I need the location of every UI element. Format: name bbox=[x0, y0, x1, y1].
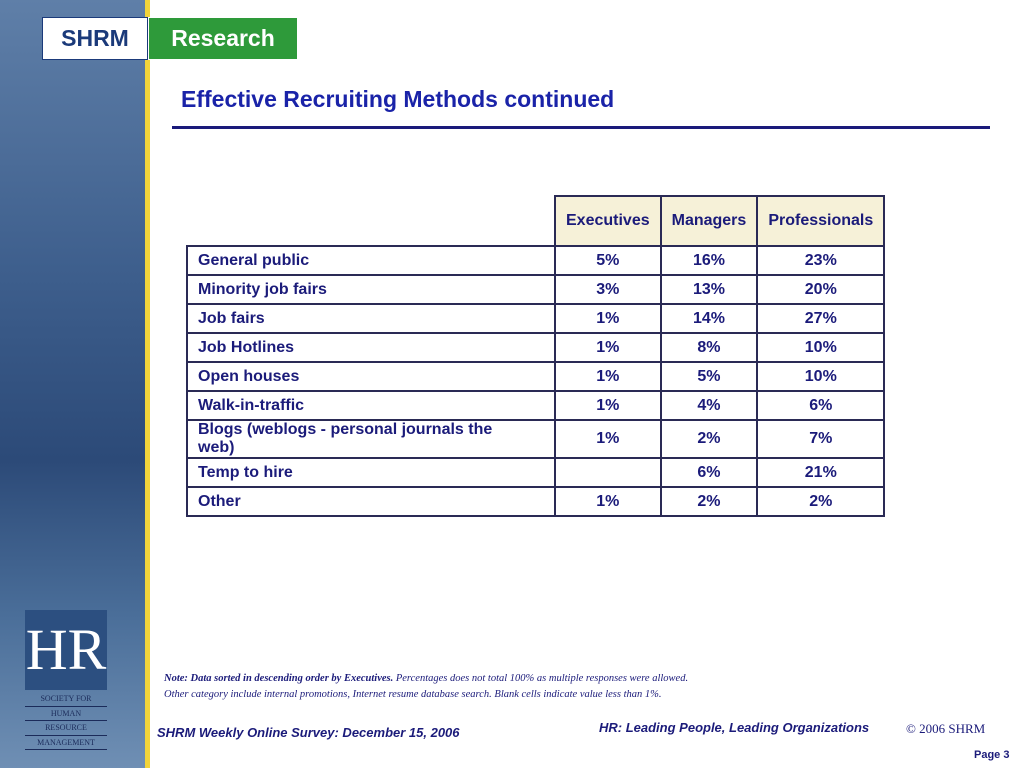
table-cell: 1% bbox=[554, 419, 662, 459]
table-cell: 27% bbox=[756, 303, 886, 334]
table-cell: 2% bbox=[659, 419, 759, 459]
footer-tagline: HR: Leading People, Leading Organization… bbox=[599, 720, 870, 735]
table-cell: 1% bbox=[554, 303, 662, 334]
table-cell: 1% bbox=[554, 390, 662, 421]
corner bbox=[187, 196, 555, 246]
table-cell: 1% bbox=[554, 361, 662, 392]
row-label: Minority job fairs bbox=[198, 280, 327, 298]
copyright: © 2006 SHRM bbox=[906, 721, 986, 736]
table-row: Minority job fairs 3% 13% 20% bbox=[186, 274, 886, 305]
table-cell bbox=[554, 457, 662, 488]
table-cell: 10% bbox=[756, 332, 886, 363]
row-label: Other bbox=[198, 492, 241, 510]
table-row: Job Hotlines 1% 8% 10% bbox=[186, 332, 886, 363]
table-cell: 6% bbox=[756, 390, 886, 421]
table-row: General public 5% 16% 23% bbox=[186, 245, 886, 276]
table-cell: 20% bbox=[756, 274, 886, 305]
table-cell: 1% bbox=[554, 332, 662, 363]
logo-name: SHRM bbox=[42, 17, 148, 60]
row-label-cell: Open houses bbox=[186, 361, 556, 392]
table-cell: 5% bbox=[659, 361, 759, 392]
table-row: Open houses 1% 5% 10% bbox=[186, 361, 886, 392]
table-cell: 10% bbox=[756, 361, 886, 392]
row-label: Blogs (weblogs - personal journals the w… bbox=[198, 421, 493, 456]
title: Effective Recruiting Methods continued bbox=[181, 86, 615, 112]
title-rule bbox=[172, 126, 990, 129]
row-label: Job Hotlines bbox=[198, 338, 295, 356]
table-cell: 6% bbox=[659, 457, 759, 488]
table-row: Other 1% 2% 2% bbox=[186, 486, 886, 517]
table-cell: 8% bbox=[659, 332, 759, 363]
table-cell: 2% bbox=[756, 486, 886, 517]
note-lead: Note: Data sorted in descending order by… bbox=[164, 673, 394, 684]
row-label-cell: Job Hotlines bbox=[186, 332, 556, 363]
row-label-cell: General public bbox=[186, 245, 556, 276]
row-label: Temp to hire bbox=[198, 463, 293, 481]
row-label-cell: Temp to hire bbox=[186, 457, 556, 488]
hr-logo-line: HUMAN bbox=[25, 707, 107, 721]
table-cell: 21% bbox=[756, 457, 886, 488]
hr-logo: HR bbox=[25, 610, 107, 690]
column-header: Managers bbox=[659, 195, 759, 247]
footer-survey: SHRM Weekly Online Survey: December 15, … bbox=[157, 725, 460, 740]
table-cell: 23% bbox=[756, 245, 886, 276]
table-row: Walk-in-traffic 1% 4% 6% bbox=[186, 390, 886, 421]
table-cell: 14% bbox=[659, 303, 759, 334]
row-label: Walk-in-traffic bbox=[198, 396, 305, 414]
row-label: Open houses bbox=[198, 367, 300, 385]
row-label-cell: Job fairs bbox=[186, 303, 556, 334]
table-cell: 16% bbox=[659, 245, 759, 276]
table-cell: 2% bbox=[659, 486, 759, 517]
table-cell: 1% bbox=[554, 486, 662, 517]
note-line: Percentages does not total 100% as multi… bbox=[395, 673, 689, 684]
row-label-cell: Other bbox=[186, 486, 556, 517]
table-row: Temp to hire 6% 21% bbox=[186, 457, 886, 488]
hr-logo-text: SOCIETY FOR HUMAN RESOURCE MANAGEMENT bbox=[25, 692, 107, 750]
page-number: Page 3 bbox=[974, 749, 1010, 761]
stripe bbox=[145, 0, 150, 768]
row-label: Job fairs bbox=[198, 309, 265, 327]
logo-product: Research bbox=[148, 17, 298, 60]
row-label-cell: Minority job fairs bbox=[186, 274, 556, 305]
column-header: Executives bbox=[554, 195, 662, 247]
row-label-cell: Blogs (weblogs - personal journals the w… bbox=[186, 419, 556, 459]
table-cell: 5% bbox=[554, 245, 662, 276]
note-line: Other category include internal promotio… bbox=[164, 689, 662, 700]
hr-logo-line: MANAGEMENT bbox=[25, 736, 107, 750]
table-row: Job fairs 1% 14% 27% bbox=[186, 303, 886, 334]
table-cell: 13% bbox=[659, 274, 759, 305]
table-cell: 7% bbox=[756, 419, 886, 459]
hr-logo-line: SOCIETY FOR bbox=[25, 692, 107, 707]
note: Note: Data sorted in descending order by… bbox=[164, 671, 688, 703]
table-cell: 4% bbox=[659, 390, 759, 421]
row-label-cell: Walk-in-traffic bbox=[186, 390, 556, 421]
row-label: General public bbox=[198, 251, 310, 269]
table-row: Blogs (weblogs - personal journals the w… bbox=[186, 419, 886, 459]
hr-logo-line: RESOURCE bbox=[25, 721, 107, 736]
table: Executives Managers Professionals General p… bbox=[186, 195, 886, 517]
table-cell: 3% bbox=[554, 274, 662, 305]
column-header: Professionals bbox=[756, 195, 886, 247]
